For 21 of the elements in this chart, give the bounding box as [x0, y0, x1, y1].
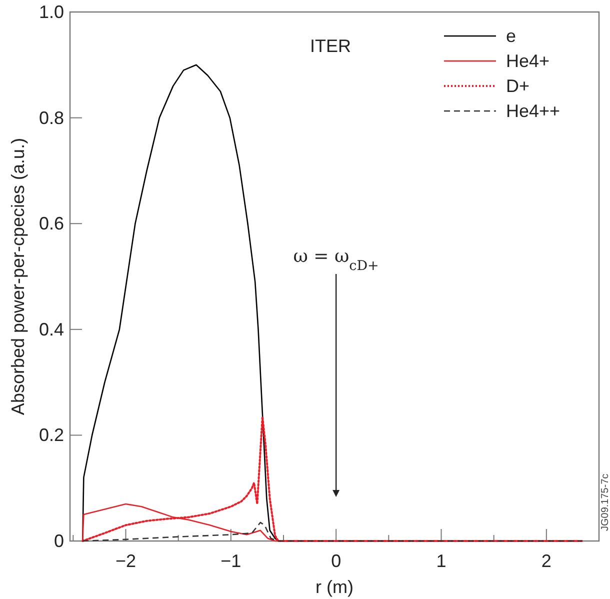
legend-label: He4+ [506, 51, 550, 71]
x-tick-label: −2 [115, 551, 136, 571]
line-series [82, 522, 583, 542]
text: JG09.175-7c [600, 474, 610, 531]
y-tick-label: 0 [54, 531, 64, 551]
x-tick-label: 0 [331, 551, 342, 571]
y-tick-label: 0.2 [38, 425, 64, 446]
x-tick-label: −1 [220, 551, 242, 571]
legend-label: He4++ [506, 101, 560, 121]
x-axis-title: r (m) [316, 577, 354, 597]
legend-label: D+ [506, 76, 530, 96]
y-tick-label: 0.6 [38, 214, 64, 234]
y-tick-label: 0.4 [38, 319, 64, 340]
x-tick-label: 1 [436, 551, 446, 571]
y-tick-label: 1.0 [38, 2, 64, 22]
ref-line-label: ω = ω$_{cD+}$ [293, 246, 379, 274]
y-axis-title: Absorbed power-per-cpecies (a.u.) [8, 138, 28, 416]
annotation: ITER [310, 36, 352, 56]
legend-label: e [506, 26, 516, 46]
x-tick-label: 2 [541, 551, 552, 571]
y-tick-label: 0.8 [38, 108, 64, 128]
